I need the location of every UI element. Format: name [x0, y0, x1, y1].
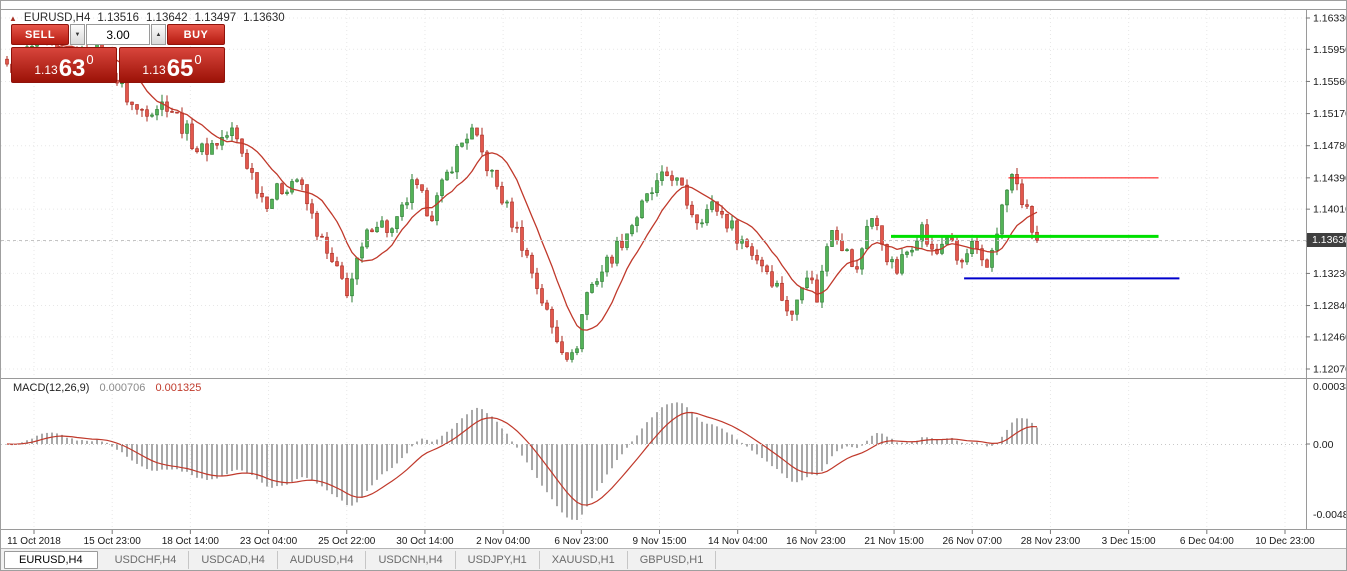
svg-text:6 Nov 23:00: 6 Nov 23:00: [554, 536, 608, 547]
svg-text:11 Oct 2018: 11 Oct 2018: [7, 536, 61, 547]
svg-text:25 Oct 22:00: 25 Oct 22:00: [318, 536, 376, 547]
svg-text:0.00: 0.00: [1313, 439, 1334, 451]
bar-high-value: 1.13642: [145, 12, 188, 24]
bid-price-prefix: 1.13: [34, 63, 58, 77]
buy-price-button[interactable]: 1.13 65 0: [119, 47, 225, 83]
tab-xauusd-h1[interactable]: XAUUSD,H1: [540, 550, 628, 569]
chart-canvas[interactable]: 1.16330 1.15950 1.15560 1.15170 1.14780 1.143…: [1, 1, 1347, 550]
svg-text:6 Dec 04:00: 6 Dec 04:00: [1180, 536, 1234, 547]
buy-button[interactable]: BUY: [167, 24, 225, 45]
svg-text:16 Nov 23:00: 16 Nov 23:00: [786, 536, 846, 547]
chart-svg: 1.16330 1.15950 1.15560 1.15170 1.14780 1.143…: [1, 9, 1347, 547]
tab-usdcad-h4[interactable]: USDCAD,H4: [189, 550, 278, 569]
svg-text:9 Nov 15:00: 9 Nov 15:00: [633, 536, 687, 547]
symbol-timeframe-label: EURUSD,H4: [23, 12, 91, 24]
svg-text:1.14010: 1.14010: [1313, 204, 1347, 216]
tab-usdjpy-h1[interactable]: USDJPY,H1: [456, 550, 540, 569]
tab-usdcnh-h4[interactable]: USDCNH,H4: [366, 550, 456, 569]
ask-price-pips: 65: [166, 55, 194, 82]
svg-text:18 Oct 14:00: 18 Oct 14:00: [162, 536, 220, 547]
time-axis[interactable]: [1, 530, 1306, 549]
macd-signal-line: [6, 411, 1038, 506]
svg-text:10 Dec 23:00: 10 Dec 23:00: [1255, 536, 1315, 547]
one-click-trading-panel: SELL ▼ 3.00 ▲ BUY 1.13 63 0 1.13 65 0: [11, 24, 225, 83]
ask-price-point: 0: [194, 52, 202, 67]
svg-text:1.15560: 1.15560: [1313, 76, 1347, 88]
price-axis[interactable]: 1.13630: [1307, 9, 1346, 529]
svg-text:14 Nov 04:00: 14 Nov 04:00: [708, 536, 768, 547]
svg-text:0.0003847: 0.0003847: [1313, 381, 1347, 393]
chart-tabs-bar: EURUSD,H4 USDCHF,H4 USDCAD,H4 AUDUSD,H4 …: [1, 548, 1346, 570]
svg-text:1.14780: 1.14780: [1313, 140, 1347, 152]
svg-text:1.12840: 1.12840: [1313, 300, 1347, 312]
macd-axis-labels: 0.0003847 0.00 -0.004850: [1306, 381, 1347, 521]
svg-text:28 Nov 23:00: 28 Nov 23:00: [1021, 536, 1081, 547]
bar-open-value: 1.13516: [97, 12, 139, 24]
svg-text:30 Oct 14:00: 30 Oct 14:00: [396, 536, 454, 547]
chevron-down-icon: ▼: [74, 31, 81, 38]
svg-text:23 Oct 04:00: 23 Oct 04:00: [240, 536, 298, 547]
svg-text:21 Nov 15:00: 21 Nov 15:00: [864, 536, 924, 547]
sell-price-button[interactable]: 1.13 63 0: [11, 47, 117, 83]
current-price-badge: 1.13630: [1307, 233, 1346, 247]
svg-text:3 Dec 15:00: 3 Dec 15:00: [1102, 536, 1156, 547]
macd-main-value: 0.000706: [99, 382, 146, 394]
bar-close-value: 1.13630: [243, 12, 285, 24]
tab-audusd-h4[interactable]: AUDUSD,H4: [278, 550, 367, 569]
bid-price-point: 0: [86, 52, 94, 67]
svg-text:1.15170: 1.15170: [1313, 108, 1347, 120]
macd-indicator-label: MACD(12,26,9) 0.000706 0.001325: [13, 382, 201, 394]
price-direction-icon: ▲: [9, 13, 17, 23]
svg-text:1.14390: 1.14390: [1313, 172, 1347, 184]
volume-decrease-button[interactable]: ▼: [70, 24, 85, 45]
macd-histogram: [6, 402, 1038, 520]
chevron-up-icon: ▲: [155, 31, 162, 38]
svg-text:1.15950: 1.15950: [1313, 44, 1347, 56]
volume-increase-button[interactable]: ▲: [151, 24, 166, 45]
svg-text:26 Nov 07:00: 26 Nov 07:00: [943, 536, 1003, 547]
svg-text:2 Nov 04:00: 2 Nov 04:00: [476, 536, 530, 547]
volume-input[interactable]: 3.00: [86, 24, 150, 45]
moving-average-line: [51, 44, 1038, 331]
tab-usdchf-h4[interactable]: USDCHF,H4: [103, 550, 190, 569]
svg-text:-0.004850: -0.004850: [1313, 509, 1347, 521]
svg-text:1.13230: 1.13230: [1313, 268, 1347, 280]
bid-price-pips: 63: [58, 55, 86, 82]
svg-text:1.16330: 1.16330: [1313, 13, 1347, 25]
svg-text:1.12460: 1.12460: [1313, 331, 1347, 343]
svg-text:15 Oct 23:00: 15 Oct 23:00: [84, 536, 142, 547]
sell-button[interactable]: SELL: [11, 24, 69, 45]
macd-signal-value: 0.001325: [155, 382, 202, 394]
gridlines: [1, 10, 1306, 528]
tab-gbpusd-h1[interactable]: GBPUSD,H1: [628, 550, 717, 569]
bar-low-value: 1.13497: [194, 12, 237, 24]
macd-title: MACD(12,26,9): [13, 382, 90, 394]
ohlc-header: ▲ EURUSD,H4 1.13516 1.13642 1.13497 1.13…: [9, 12, 285, 24]
time-axis-labels: 11 Oct 2018 15 Oct 23:00 18 Oct 14:00 23 Oc…: [7, 530, 1315, 547]
candles: [5, 29, 1039, 363]
tab-eurusd-h4[interactable]: EURUSD,H4: [4, 550, 98, 569]
ask-price-prefix: 1.13: [142, 63, 166, 77]
